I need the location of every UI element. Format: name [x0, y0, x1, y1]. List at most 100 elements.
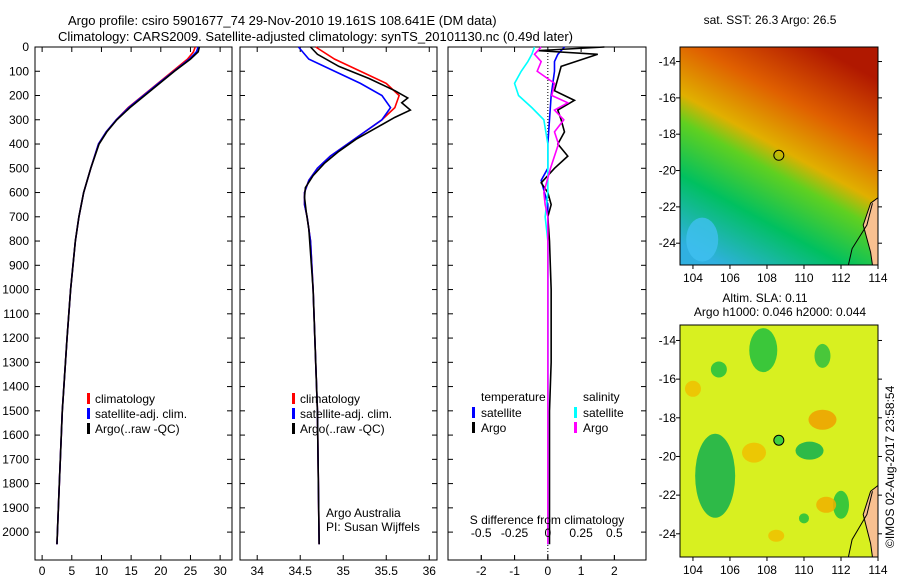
y-tick-label: 1300 — [2, 355, 29, 369]
series-line-satellite-adj-clim- — [297, 46, 392, 545]
sla-anomaly-patch — [749, 328, 778, 373]
sla-anomaly-patch — [710, 361, 727, 378]
sla-anomaly-patch — [832, 490, 849, 519]
legend-title: salinity — [583, 390, 620, 404]
y-tick-label: 600 — [9, 186, 29, 200]
annotation: PI: Susan Wijffels — [326, 520, 420, 534]
legend-swatch — [292, 423, 295, 434]
y-tick-label: 200 — [9, 89, 29, 103]
map-x-tick-label: 110 — [794, 563, 813, 577]
series-line-climatology — [56, 46, 196, 545]
x2-tick-label: 0.25 — [569, 526, 593, 540]
legend-swatch — [87, 423, 90, 434]
legend-swatch — [574, 422, 577, 433]
annotation: Argo Australia — [326, 506, 401, 520]
bathymetry-contour — [847, 203, 873, 266]
y-tick-label: 1900 — [2, 501, 29, 515]
sla-anomaly-patch — [684, 380, 701, 397]
panel-frame — [34, 46, 233, 561]
x2-tick-label: -0.5 — [471, 526, 492, 540]
legend-swatch — [292, 408, 295, 419]
map-x-tick-label: 106 — [720, 563, 740, 577]
legend-label: climatology — [300, 392, 360, 406]
legend-label: Argo(..raw -QC) — [95, 422, 180, 436]
y-tick-label: 400 — [9, 137, 29, 151]
sla-anomaly-patch — [816, 496, 837, 513]
y-tick-label: 1800 — [2, 477, 29, 491]
legend-label: Argo — [583, 421, 609, 435]
series-line-satellite-adj-clim- — [56, 46, 199, 545]
x-tick-label: 30 — [213, 564, 227, 578]
y-tick-label: 1100 — [3, 307, 29, 321]
sla-anomaly-patch — [808, 409, 837, 430]
map-frame — [679, 46, 879, 266]
x-tick-label: 35 — [337, 564, 351, 578]
map-y-tick-label: -24 — [659, 236, 677, 250]
y-tick-label: 1500 — [2, 404, 29, 418]
timestamp-footer: ©IMOS 02-Aug-2017 23:58:54 — [883, 385, 897, 548]
map-x-tick-label: 112 — [831, 271, 850, 285]
x-tick-label: -2 — [476, 564, 487, 578]
series-line-s-satellite — [513, 46, 549, 545]
map-frame — [679, 324, 879, 558]
legend-label: satellite-adj. clim. — [300, 407, 392, 421]
legend-swatch — [87, 408, 90, 419]
x-tick-label: 34 — [251, 564, 265, 578]
y-tick-label: 1700 — [2, 452, 29, 466]
x-tick-label: 36 — [423, 564, 437, 578]
legend-label: climatology — [95, 392, 155, 406]
map-x-tick-label: 114 — [868, 563, 887, 577]
sla-anomaly-patch — [768, 529, 785, 542]
sla-anomaly-patch — [795, 441, 824, 460]
argo-float-location-marker — [773, 149, 785, 161]
y-tick-label: 300 — [9, 113, 29, 127]
legend-label: Argo(..raw -QC) — [300, 422, 385, 436]
legend-swatch — [292, 393, 295, 404]
x-tick-label: -1 — [509, 564, 520, 578]
map-x-tick-label: 108 — [757, 563, 777, 577]
series-line-s-argo — [533, 46, 570, 545]
y-tick-label: 900 — [9, 258, 29, 272]
legend-swatch — [87, 393, 90, 404]
sla-anomaly-patch — [695, 433, 736, 518]
legend-swatch — [472, 422, 475, 433]
y-tick-label: 1600 — [2, 428, 29, 442]
map-x-tick-label: 104 — [683, 271, 703, 285]
y-tick-label: 2000 — [2, 525, 29, 539]
title-line-2: Climatology: CARS2009. Satellite-adjuste… — [58, 29, 573, 44]
y-tick-label: 1200 — [2, 331, 29, 345]
y-tick-label: 1000 — [2, 283, 29, 297]
x-tick-label: 35.5 — [375, 564, 399, 578]
sla-map-title-2: Argo h1000: 0.046 h2000: 0.044 — [694, 305, 866, 319]
x2-tick-label: 0 — [544, 526, 551, 540]
y-tick-label: 500 — [9, 161, 29, 175]
argo-float-location-marker — [773, 434, 785, 446]
sla-anomaly-patch — [742, 442, 767, 463]
sla-anomaly-patch — [798, 513, 809, 524]
map-x-tick-label: 112 — [831, 563, 850, 577]
map-y-tick-label: -18 — [659, 127, 677, 141]
sst-map-title: sat. SST: 26.3 Argo: 26.5 — [704, 13, 837, 27]
y-tick-label: 700 — [9, 210, 29, 224]
x2-axis-label: S difference from climatology — [470, 513, 625, 527]
map-y-tick-label: -18 — [659, 411, 677, 425]
x-tick-label: 5 — [68, 564, 75, 578]
y-tick-label: 1400 — [2, 380, 29, 394]
bathymetry-contour — [847, 491, 873, 558]
legend-swatch — [472, 407, 475, 418]
series-line-argo-raw-qc- — [56, 46, 201, 545]
sst-cool-patch — [686, 217, 719, 262]
map-x-tick-label: 106 — [720, 271, 740, 285]
map-y-tick-label: -20 — [659, 164, 677, 178]
x-tick-label: 1 — [578, 564, 585, 578]
title-line-1: Argo profile: csiro 5901677_74 29-Nov-20… — [68, 13, 497, 28]
map-y-tick-label: -22 — [659, 200, 677, 214]
series-line-argo-raw-qc- — [303, 46, 412, 545]
map-y-tick-label: -16 — [659, 91, 677, 105]
x-tick-label: 2 — [611, 564, 618, 578]
map-y-tick-label: -14 — [659, 55, 677, 69]
x-tick-label: 20 — [154, 564, 168, 578]
sla-map-title-1: Altim. SLA: 0.11 — [722, 291, 807, 305]
y-tick-label: 800 — [9, 234, 29, 248]
